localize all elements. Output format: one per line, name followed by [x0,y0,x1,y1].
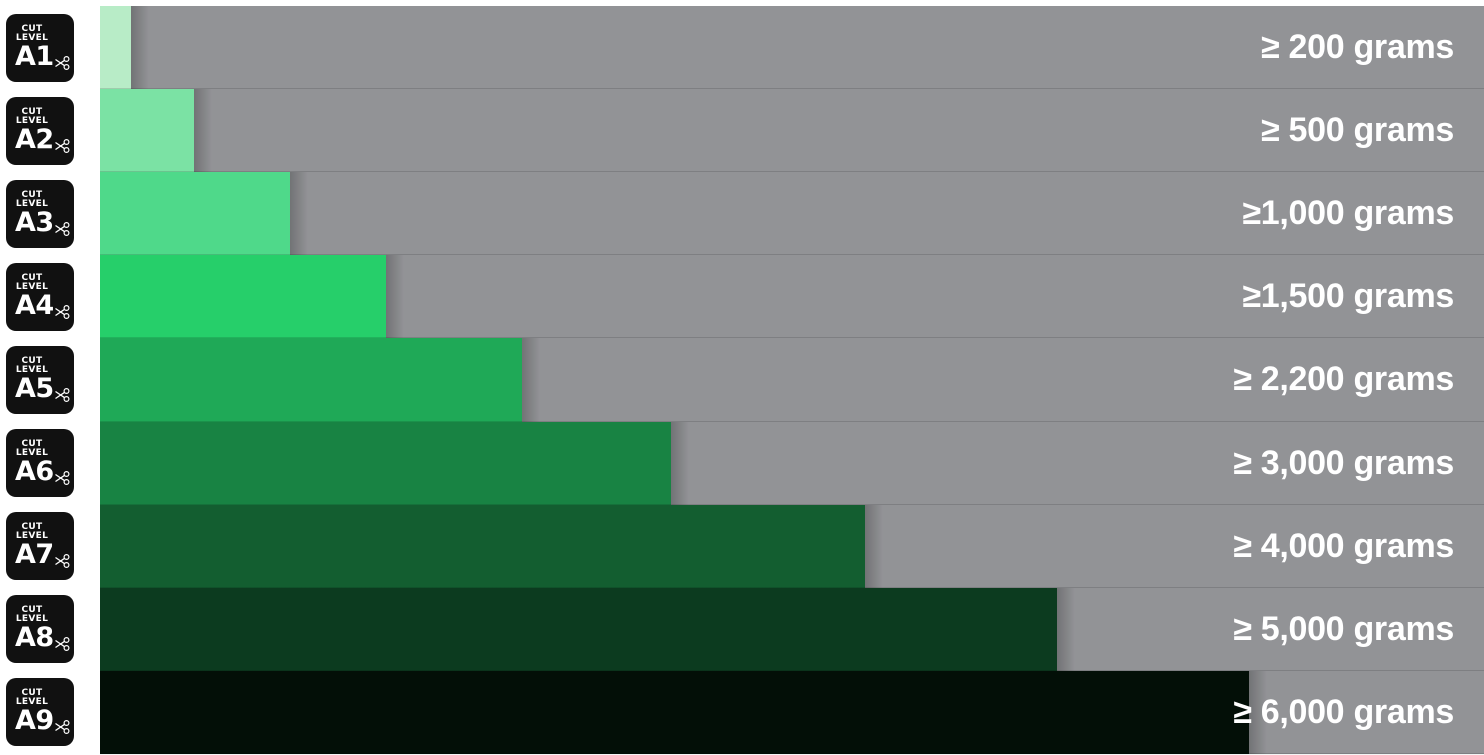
bar-fill-shadow [522,338,540,422]
badge-cut-text: CUT [21,355,43,366]
badge-cut-text: CUT [21,106,43,117]
cut-level-badge: CUT LEVEL A9 [6,678,74,747]
value-label-a2: ≥ 500 grams [1260,111,1454,150]
bar-fill-a1 [100,6,131,90]
value-label-a9: ≥ 6,000 grams [1233,692,1454,731]
cut-level-code: A9 [15,705,54,737]
bar-fill-shadow [1249,670,1267,754]
badge-level-text: LEVEL [15,697,49,708]
bar-fill-shadow [865,504,883,588]
cut-level-badge: CUT LEVEL A5 [6,345,74,414]
badge-level-text: LEVEL [15,32,49,43]
badge-cut-text: CUT [21,522,43,533]
cut-level-code: A4 [15,289,54,321]
bar-track: ≥ 4,000 grams [100,504,1484,589]
scissors-icon [55,221,70,236]
badge-cut-text: CUT [21,23,43,34]
cut-level-row-a8: CUT LEVEL A8 ≥ 5,000 grams [0,587,1484,672]
bar-fill-a9 [100,670,1249,754]
scissors-icon [55,304,70,319]
badge-cut-text: CUT [21,605,43,616]
cut-level-row-a7: CUT LEVEL A7 ≥ 4,000 grams [0,504,1484,589]
value-label-a5: ≥ 2,200 grams [1233,360,1454,399]
value-label-a1: ≥ 200 grams [1260,28,1454,67]
badge-level-text: LEVEL [15,531,49,542]
cut-level-code: A3 [15,206,54,238]
bar-track: ≥1,000 grams [100,172,1484,257]
value-label-a4: ≥1,500 grams [1242,277,1454,316]
badge-level-text: LEVEL [15,448,49,459]
bar-fill-a2 [100,89,194,173]
bar-fill-shadow [194,89,212,173]
bar-fill-shadow [1057,587,1075,671]
bar-track: ≥ 500 grams [100,89,1484,174]
scissors-icon [55,387,70,402]
badge-cut-text: CUT [21,189,43,200]
cut-level-badge: CUT LEVEL A4 [6,262,74,331]
bar-track: ≥ 5,000 grams [100,587,1484,672]
cut-level-badge: CUT LEVEL A7 [6,512,74,581]
cut-level-code: A1 [15,40,54,72]
scissors-icon [55,720,70,735]
bar-fill-a6 [100,421,671,505]
badge-level-text: LEVEL [15,281,49,292]
value-label-a8: ≥ 5,000 grams [1233,609,1454,648]
cut-level-row-a4: CUT LEVEL A4 ≥1,500 grams [0,255,1484,340]
value-label-a6: ≥ 3,000 grams [1233,443,1454,482]
cut-level-badge: CUT LEVEL A2 [6,96,74,165]
scissors-icon [55,637,70,652]
badge-level-text: LEVEL [15,614,49,625]
bar-track: ≥ 200 grams [100,6,1484,91]
badge-cut-text: CUT [21,688,43,699]
bar-fill-a5 [100,338,522,422]
cut-level-row-a3: CUT LEVEL A3 ≥1,000 grams [0,172,1484,257]
badge-level-text: LEVEL [15,198,49,209]
cut-level-code: A2 [15,123,54,155]
badge-cut-text: CUT [21,439,43,450]
cut-level-badge: CUT LEVEL A6 [6,429,74,498]
scissors-icon [55,55,70,70]
bar-track: ≥ 3,000 grams [100,421,1484,506]
bar-fill-shadow [131,6,149,90]
cut-level-row-a2: CUT LEVEL A2 ≥ 500 grams [0,89,1484,174]
value-label-a3: ≥1,000 grams [1242,194,1454,233]
cut-level-badge: CUT LEVEL A1 [6,13,74,82]
bar-track: ≥ 6,000 grams [100,670,1484,755]
cut-level-badge: CUT LEVEL A3 [6,179,74,248]
scissors-icon [55,138,70,153]
bar-fill-shadow [290,172,308,256]
bar-fill-a7 [100,504,865,588]
bar-fill-a8 [100,587,1057,671]
cut-level-code: A5 [15,372,54,404]
cut-level-code: A6 [15,456,54,488]
badge-level-text: LEVEL [15,364,49,375]
cut-level-badge: CUT LEVEL A8 [6,595,74,664]
scissors-icon [55,471,70,486]
badge-cut-text: CUT [21,272,43,283]
bar-fill-a3 [100,172,290,256]
bar-track: ≥1,500 grams [100,255,1484,340]
scissors-icon [55,554,70,569]
value-label-a7: ≥ 4,000 grams [1233,526,1454,565]
cut-level-row-a9: CUT LEVEL A9 ≥ 6,000 grams [0,670,1484,755]
badge-level-text: LEVEL [15,115,49,126]
cut-level-code: A8 [15,622,54,654]
cut-level-row-a5: CUT LEVEL A5 ≥ 2,200 grams [0,338,1484,423]
bar-track: ≥ 2,200 grams [100,338,1484,423]
bar-fill-shadow [386,255,404,339]
bar-fill-a4 [100,255,386,339]
bar-fill-shadow [671,421,689,505]
cut-level-row-a1: CUT LEVEL A1 ≥ 200 grams [0,6,1484,91]
cut-level-row-a6: CUT LEVEL A6 ≥ 3,000 grams [0,421,1484,506]
cut-level-code: A7 [15,539,54,571]
